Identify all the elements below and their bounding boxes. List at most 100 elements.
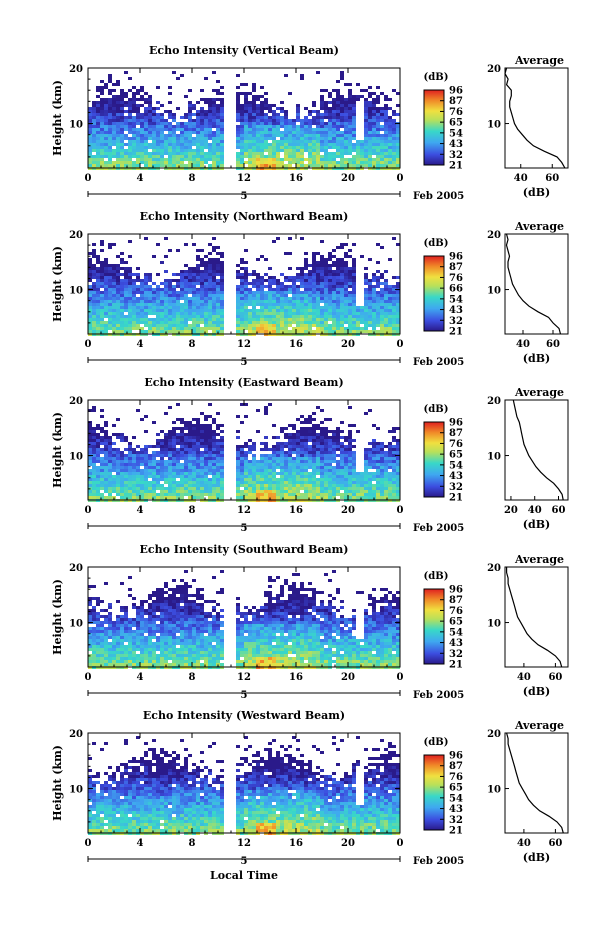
heatmap-cell bbox=[184, 421, 188, 424]
heatmap-cell bbox=[292, 152, 296, 155]
heatmap-cell bbox=[276, 312, 280, 315]
heatmap-cell bbox=[372, 306, 376, 309]
heatmap-cell bbox=[300, 146, 304, 149]
heatmap-cell bbox=[152, 460, 156, 463]
heatmap-cell bbox=[104, 463, 108, 466]
heatmap-cell bbox=[188, 481, 192, 484]
heatmap-cell bbox=[176, 460, 180, 463]
heatmap-cell bbox=[316, 273, 320, 276]
heatmap-cell bbox=[384, 131, 388, 134]
heatmap-cell bbox=[328, 119, 332, 122]
heatmap-cell bbox=[296, 131, 300, 134]
heatmap-cell bbox=[340, 116, 344, 119]
heatmap-cell bbox=[184, 324, 188, 327]
heatmap-cell bbox=[216, 279, 220, 282]
heatmap-cell bbox=[204, 327, 208, 330]
heatmap-cell bbox=[384, 125, 388, 128]
heatmap-cell bbox=[188, 161, 192, 164]
heatmap-cell bbox=[92, 472, 96, 475]
heatmap-cell bbox=[368, 110, 372, 113]
heatmap-cell bbox=[372, 92, 376, 95]
heatmap-cell bbox=[180, 128, 184, 131]
heatmap-cell bbox=[260, 122, 264, 125]
heatmap-cell bbox=[100, 415, 104, 418]
heatmap-cell bbox=[316, 487, 320, 490]
heatmap-cell bbox=[244, 445, 248, 448]
heatmap-cell bbox=[264, 315, 268, 318]
heatmap-cell bbox=[172, 125, 176, 128]
heatmap-cell bbox=[148, 273, 152, 276]
heatmap-cell bbox=[204, 143, 208, 146]
heatmap-cell bbox=[264, 457, 268, 460]
heatmap-cell bbox=[152, 143, 156, 146]
heatmap-cell bbox=[304, 122, 308, 125]
heatmap-cell bbox=[280, 469, 284, 472]
heatmap-cell bbox=[216, 125, 220, 128]
heatmap-cell bbox=[96, 140, 100, 143]
heatmap-cell bbox=[376, 330, 380, 333]
heatmap-cell bbox=[156, 472, 160, 475]
heatmap-cell bbox=[192, 427, 196, 430]
heatmap-cell bbox=[100, 427, 104, 430]
heatmap-cell bbox=[96, 324, 100, 327]
heatmap-cell bbox=[152, 454, 156, 457]
heatmap-cell bbox=[324, 324, 328, 327]
heatmap-cell bbox=[164, 463, 168, 466]
heatmap-cell bbox=[384, 288, 388, 291]
heatmap-cell bbox=[200, 330, 204, 333]
heatmap-cell bbox=[236, 472, 240, 475]
heatmap-cell bbox=[396, 134, 400, 137]
heatmap-cell bbox=[116, 101, 120, 104]
heatmap-cell bbox=[316, 71, 320, 74]
heatmap-cell bbox=[324, 318, 328, 321]
heatmap-cell bbox=[316, 125, 320, 128]
heatmap-cell bbox=[136, 158, 140, 161]
heatmap-cell bbox=[152, 140, 156, 143]
heatmap-cell bbox=[312, 155, 316, 158]
heatmap-cell bbox=[200, 152, 204, 155]
heatmap-cell bbox=[188, 327, 192, 330]
heatmap-cell bbox=[204, 318, 208, 321]
heatmap-cell bbox=[264, 475, 268, 478]
heatmap-cell bbox=[324, 276, 328, 279]
heatmap-cell bbox=[352, 158, 356, 161]
heatmap-cell bbox=[236, 131, 240, 134]
heatmap-cell bbox=[160, 493, 164, 496]
heatmap-cell bbox=[208, 424, 212, 427]
heatmap-cell bbox=[140, 312, 144, 315]
heatmap-cell bbox=[276, 448, 280, 451]
heatmap-cell bbox=[308, 140, 312, 143]
heatmap-cell bbox=[264, 330, 268, 333]
heatmap-cell bbox=[92, 143, 96, 146]
heatmap-cell bbox=[180, 294, 184, 297]
heatmap-cell bbox=[100, 101, 104, 104]
heatmap-cell bbox=[100, 261, 104, 264]
heatmap-cell bbox=[248, 164, 252, 167]
heatmap-cell bbox=[108, 74, 112, 77]
heatmap-cell bbox=[276, 237, 280, 240]
heatmap-cell bbox=[296, 321, 300, 324]
heatmap-cell bbox=[372, 285, 376, 288]
heatmap-cell bbox=[192, 270, 196, 273]
heatmap-cell bbox=[280, 318, 284, 321]
heatmap-cell bbox=[120, 321, 124, 324]
heatmap-cell bbox=[200, 478, 204, 481]
heatmap-cell bbox=[192, 306, 196, 309]
heatmap-cell bbox=[168, 324, 172, 327]
heatmap-cell bbox=[368, 101, 372, 104]
heatmap-cell bbox=[88, 451, 92, 454]
heatmap-cell bbox=[252, 119, 256, 122]
heatmap-cell bbox=[128, 240, 132, 243]
heatmap-cell bbox=[156, 306, 160, 309]
heatmap-cell bbox=[316, 291, 320, 294]
heatmap-cell bbox=[352, 475, 356, 478]
heatmap-cell bbox=[296, 487, 300, 490]
heatmap-cell bbox=[240, 451, 244, 454]
heatmap-cell bbox=[256, 95, 260, 98]
heatmap-cell bbox=[292, 463, 296, 466]
heatmap-cell bbox=[268, 403, 272, 406]
heatmap-cell bbox=[168, 164, 172, 167]
heatmap-cell bbox=[252, 83, 256, 86]
heatmap-cell bbox=[308, 321, 312, 324]
heatmap-cell bbox=[204, 324, 208, 327]
